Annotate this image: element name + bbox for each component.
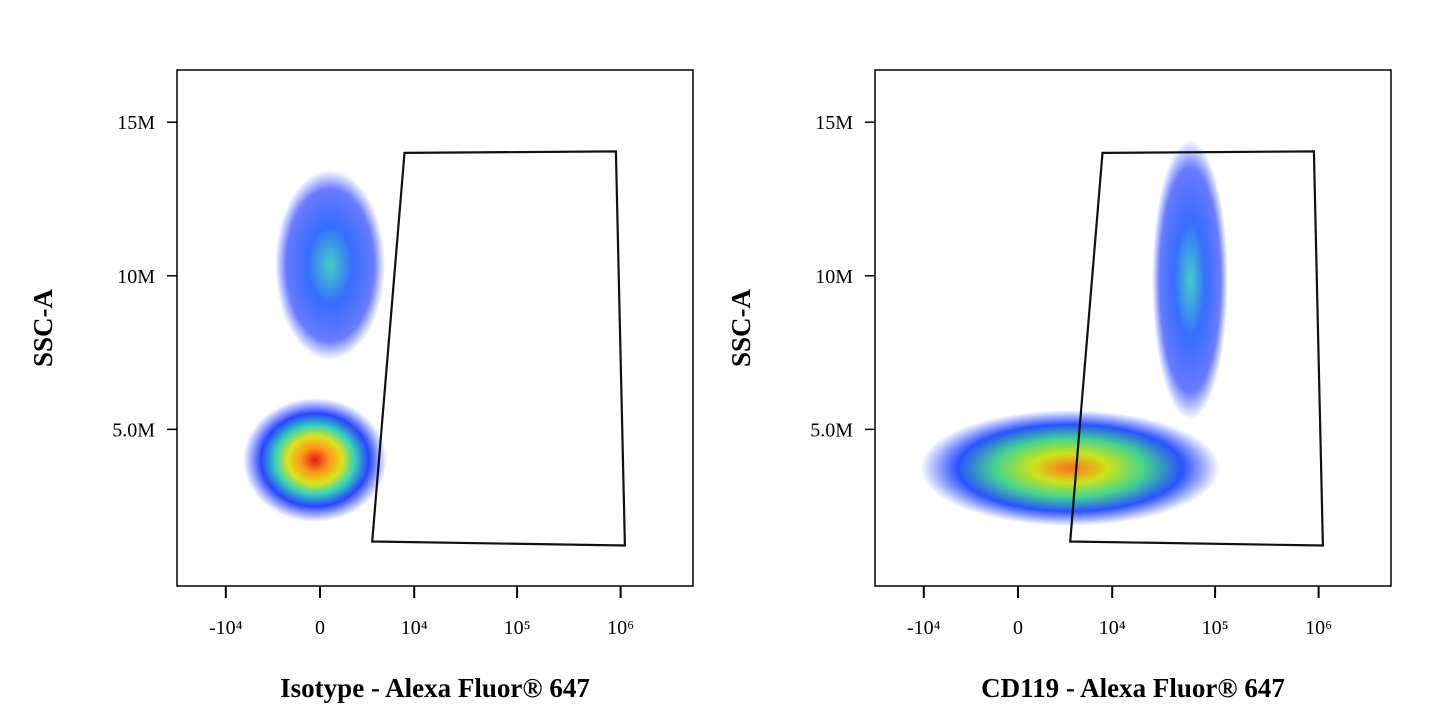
x-axis-label: Isotype - Alexa Fluor® 647 <box>280 673 590 703</box>
y-tick-label: 10M <box>815 266 853 288</box>
x-tick-label: 10⁶ <box>1305 617 1332 639</box>
y-axis-label: SSC-A <box>28 288 58 367</box>
x-axis-label: CD119 - Alexa Fluor® 647 <box>981 673 1285 703</box>
x-tick-label: 10⁴ <box>1099 617 1126 639</box>
y-tick-label: 15M <box>815 112 853 134</box>
x-tick-label: -10⁴ <box>209 617 243 639</box>
gate <box>371 150 627 547</box>
gate <box>1069 150 1325 547</box>
x-tick-label: 10⁶ <box>607 617 634 639</box>
x-tick-label: 0 <box>315 617 325 639</box>
x-tick-label: 10⁵ <box>1202 617 1229 639</box>
y-axis-label: SSC-A <box>726 288 756 367</box>
x-tick-label: 10⁴ <box>401 617 428 639</box>
y-tick-label: 15M <box>117 112 155 134</box>
plot-frame <box>874 69 1392 587</box>
y-tick-label: 10M <box>117 266 155 288</box>
density-cloud <box>243 140 1228 526</box>
x-tick-label: -10⁴ <box>907 617 941 639</box>
y-tick-label: 5.0M <box>112 419 155 441</box>
x-tick-label: 0 <box>1013 617 1023 639</box>
plot-frame <box>176 69 694 587</box>
x-tick-label: 10⁵ <box>504 617 531 639</box>
y-tick-label: 5.0M <box>810 419 853 441</box>
